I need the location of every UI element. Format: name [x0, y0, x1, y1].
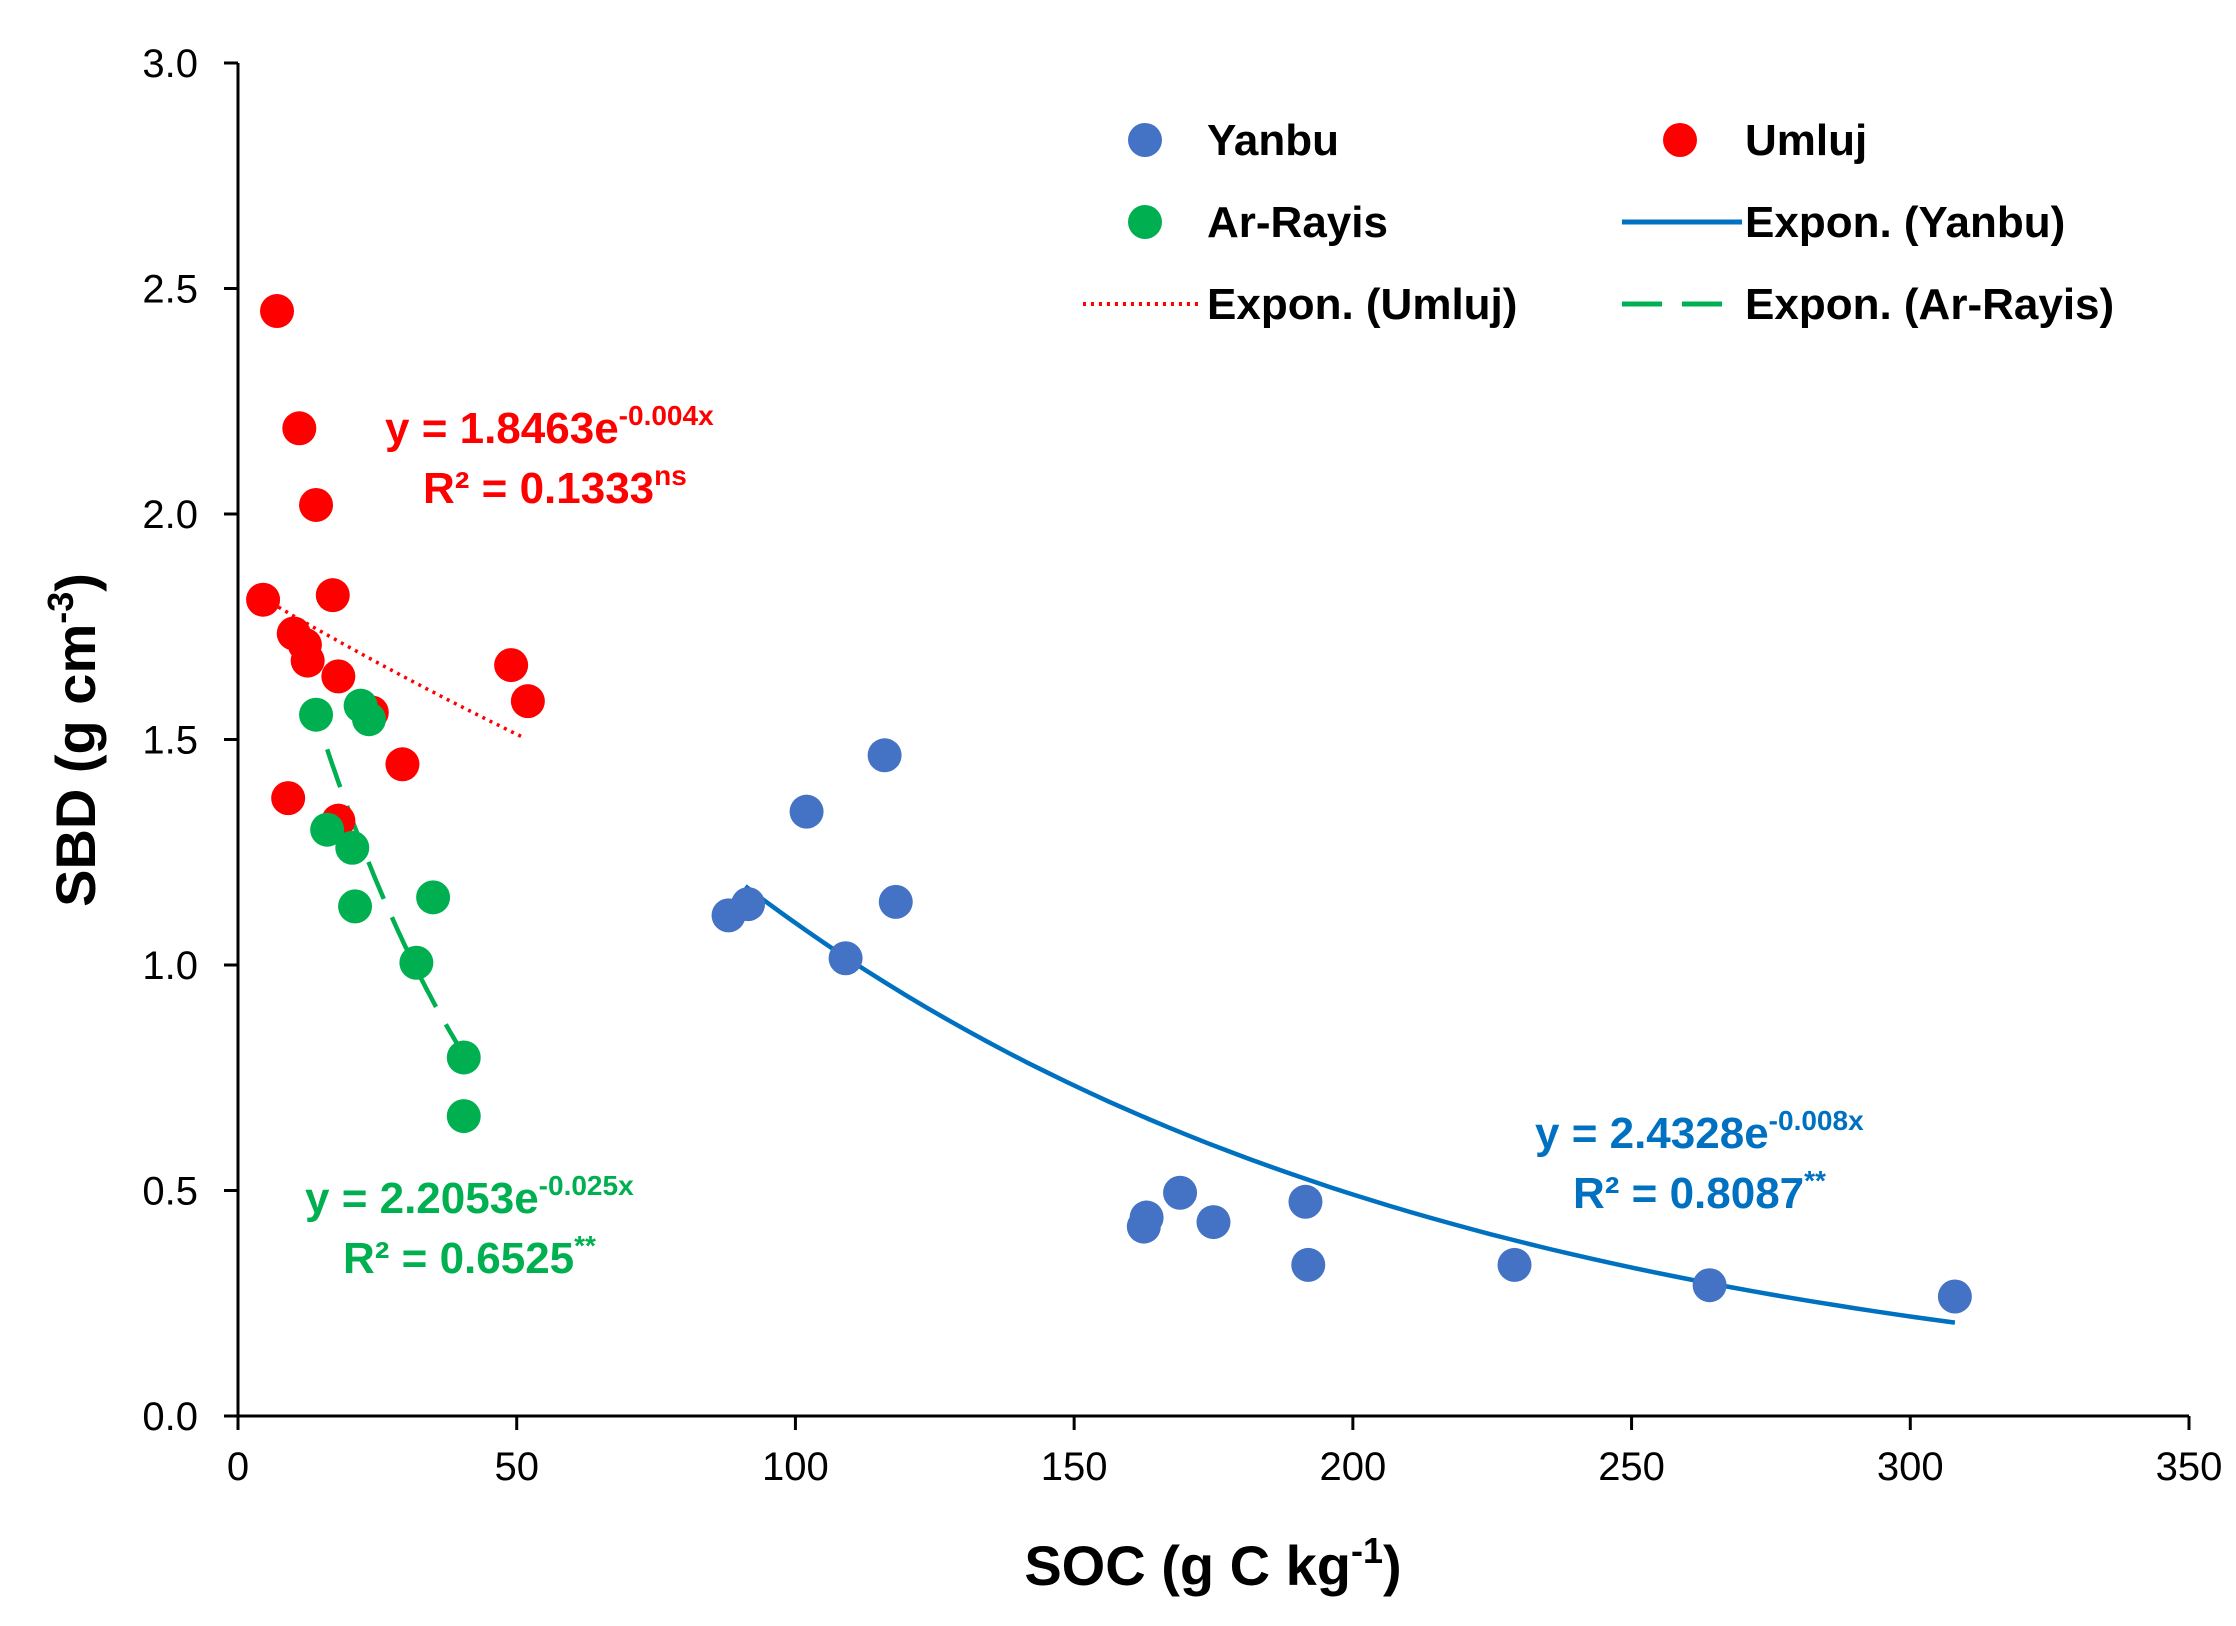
point-umluj	[494, 648, 529, 683]
x-axis-ticks: 0 50 100 150 200 250 300 350	[227, 1416, 2223, 1489]
point-umluj	[271, 781, 306, 816]
point-ar-rayis	[446, 1040, 481, 1075]
legend-marker-arrayis	[1128, 205, 1162, 239]
point-ar-rayis	[416, 880, 451, 915]
y-axis-ticks: 0.0 0.5 1.0 1.5 2.0 2.5 3.0	[142, 42, 238, 1439]
legend-label-expon-yanbu: Expon. (Yanbu)	[1745, 198, 2065, 247]
svg-text:R² = 0.6525**: R² = 0.6525**	[343, 1230, 596, 1283]
legend-label-arrayis: Ar-Rayis	[1207, 198, 1388, 247]
y-tick-label: 2.0	[142, 493, 198, 537]
point-yanbu	[1196, 1205, 1231, 1240]
arrayis-equation: y = 2.2053e-0.025x R² = 0.6525**	[305, 1170, 634, 1283]
point-yanbu	[1288, 1184, 1323, 1219]
point-yanbu	[1937, 1279, 1972, 1314]
point-ar-rayis	[338, 889, 373, 924]
point-yanbu	[878, 884, 913, 919]
point-yanbu	[789, 794, 824, 829]
y-tick-label: 0.5	[142, 1170, 198, 1214]
point-ar-rayis	[310, 812, 345, 847]
svg-text:y = 1.8463e-0.004x: y = 1.8463e-0.004x	[385, 400, 714, 453]
point-ar-rayis	[351, 702, 386, 737]
legend-label-umluj: Umluj	[1745, 116, 1867, 165]
point-ar-rayis	[399, 945, 434, 980]
svg-text:y = 2.4328e-0.008x: y = 2.4328e-0.008x	[1535, 1105, 1864, 1158]
y-tick-label: 1.5	[142, 719, 198, 763]
point-ar-rayis	[446, 1099, 481, 1134]
data-points	[246, 294, 1972, 1314]
point-umluj	[315, 578, 350, 613]
y-tick-label: 1.0	[142, 944, 198, 988]
y-tick-label: 0.0	[142, 1395, 198, 1439]
yanbu-equation: y = 2.4328e-0.008x R² = 0.8087**	[1535, 1105, 1864, 1218]
x-tick-label: 150	[1041, 1445, 1108, 1489]
point-yanbu	[828, 941, 863, 976]
svg-text:y = 2.2053e-0.025x: y = 2.2053e-0.025x	[305, 1170, 634, 1223]
point-umluj	[290, 643, 325, 678]
x-tick-label: 0	[227, 1445, 249, 1489]
svg-text:R² = 0.1333ns: R² = 0.1333ns	[423, 460, 687, 513]
point-umluj	[246, 582, 281, 617]
point-yanbu	[1291, 1247, 1326, 1282]
point-umluj	[282, 411, 317, 446]
x-axis-title: SOC (g C kg-1)	[1024, 1530, 1401, 1597]
legend-label-yanbu: Yanbu	[1207, 116, 1339, 165]
point-umluj	[260, 294, 295, 329]
y-tick-label: 2.5	[142, 268, 198, 312]
x-tick-label: 350	[2156, 1445, 2223, 1489]
y-axis-title: SBD (g cm-3)	[40, 573, 107, 907]
point-yanbu	[1497, 1247, 1532, 1282]
point-ar-rayis	[299, 697, 334, 732]
point-umluj	[385, 747, 420, 782]
point-yanbu	[867, 738, 902, 773]
x-tick-label: 100	[762, 1445, 829, 1489]
point-yanbu	[1129, 1200, 1164, 1235]
point-yanbu	[1163, 1175, 1198, 1210]
legend-label-expon-arrayis: Expon. (Ar-Rayis)	[1745, 280, 2114, 329]
point-yanbu	[731, 887, 766, 922]
legend-marker-umluj	[1663, 123, 1697, 157]
point-yanbu	[1692, 1268, 1727, 1303]
svg-text:R² = 0.8087**: R² = 0.8087**	[1573, 1165, 1826, 1218]
point-umluj	[321, 659, 356, 694]
point-umluj	[299, 487, 334, 522]
x-tick-label: 50	[494, 1445, 539, 1489]
legend-marker-yanbu	[1128, 123, 1162, 157]
umluj-equation: y = 1.8463e-0.004x R² = 0.1333ns	[385, 400, 714, 513]
y-tick-label: 3.0	[142, 42, 198, 86]
legend-label-expon-umluj: Expon. (Umluj)	[1207, 280, 1517, 329]
x-tick-label: 200	[1319, 1445, 1386, 1489]
x-tick-label: 250	[1598, 1445, 1665, 1489]
point-ar-rayis	[335, 830, 370, 865]
trendline	[270, 601, 524, 739]
x-tick-label: 300	[1877, 1445, 1944, 1489]
legend: Yanbu Umluj Ar-Rayis Expon. (Yanbu) Expo…	[1083, 116, 2114, 329]
trendline	[743, 884, 1956, 1325]
point-umluj	[510, 684, 545, 719]
